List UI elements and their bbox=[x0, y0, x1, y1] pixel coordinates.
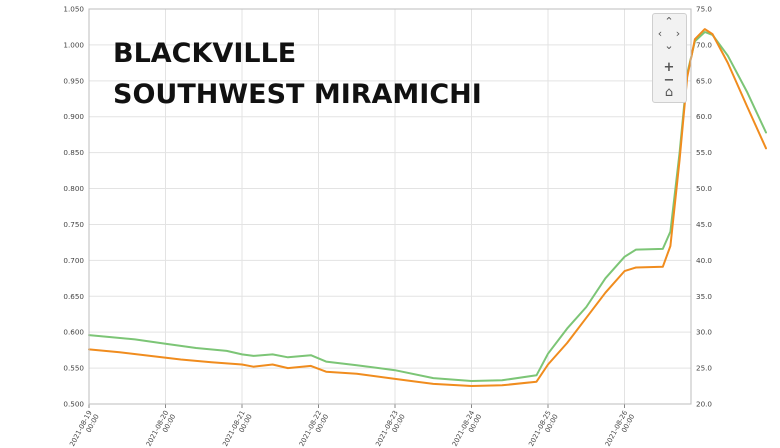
right-axis-tick-label: 20.0 bbox=[696, 400, 712, 409]
zoom-out-icon[interactable]: − bbox=[663, 73, 675, 88]
left-axis-tick-label: 0.600 bbox=[63, 328, 84, 337]
right-axis-tick-label: 30.0 bbox=[696, 328, 712, 337]
left-axis-tick-label: 0.550 bbox=[63, 364, 84, 373]
axes bbox=[88, 8, 692, 408]
home-icon[interactable]: ⌂ bbox=[664, 85, 674, 100]
pan-up-icon[interactable]: ⌃ bbox=[664, 15, 674, 28]
pan-down-icon[interactable]: ⌄ bbox=[664, 39, 674, 52]
left-axis-tick-label: 1.000 bbox=[63, 40, 84, 49]
left-axis-tick-label: 0.750 bbox=[63, 220, 84, 229]
left-axis-tick-label: 0.500 bbox=[63, 400, 84, 409]
right-axis-tick-label: 35.0 bbox=[696, 292, 712, 301]
right-axis-tick-label: 70.0 bbox=[696, 40, 712, 49]
right-axis-tick-label: 60.0 bbox=[696, 112, 712, 121]
pan-right-icon[interactable]: › bbox=[675, 27, 681, 40]
right-axis-tick-label: 40.0 bbox=[696, 256, 712, 265]
series-line-2 bbox=[88, 28, 767, 387]
left-axis-tick-labels: 0.500 0.550 0.600 0.650 0.700 0.750 0.800 0.850… bbox=[63, 5, 84, 409]
pan-left-icon[interactable]: ‹ bbox=[657, 27, 663, 40]
right-axis-tick-labels: 20.0 25.0 30.0 35.0 40.0 45.0 50.0 55.0 60.0 65.0… bbox=[696, 5, 712, 409]
right-axis-tick-label: 75.0 bbox=[696, 5, 712, 14]
right-axis-tick-label: 65.0 bbox=[696, 76, 712, 85]
left-axis-tick-label: 1.050 bbox=[63, 5, 84, 14]
chart-title-line-1: BLACKVILLE bbox=[113, 38, 297, 69]
left-axis-tick-label: 0.800 bbox=[63, 184, 84, 193]
zoom-in-icon[interactable]: + bbox=[663, 60, 675, 75]
chart-title-line-2: SOUTHWEST MIRAMICHI bbox=[113, 79, 482, 110]
left-axis-tick-label: 0.650 bbox=[63, 292, 84, 301]
right-axis-tick-label: 45.0 bbox=[696, 220, 712, 229]
left-axis-tick-label: 0.850 bbox=[63, 148, 84, 157]
left-axis-tick-label: 0.700 bbox=[63, 256, 84, 265]
chart-navigation-panel: ⌃ ‹ › ⌄ + − ⌂ bbox=[652, 13, 687, 103]
plot-frame bbox=[88, 8, 692, 405]
right-axis-tick-label: 55.0 bbox=[696, 148, 712, 157]
right-axis-tick-label: 50.0 bbox=[696, 184, 712, 193]
right-axis-tick-label: 25.0 bbox=[696, 364, 712, 373]
left-axis-tick-label: 0.900 bbox=[63, 112, 84, 121]
left-axis-tick-label: 0.950 bbox=[63, 76, 84, 85]
